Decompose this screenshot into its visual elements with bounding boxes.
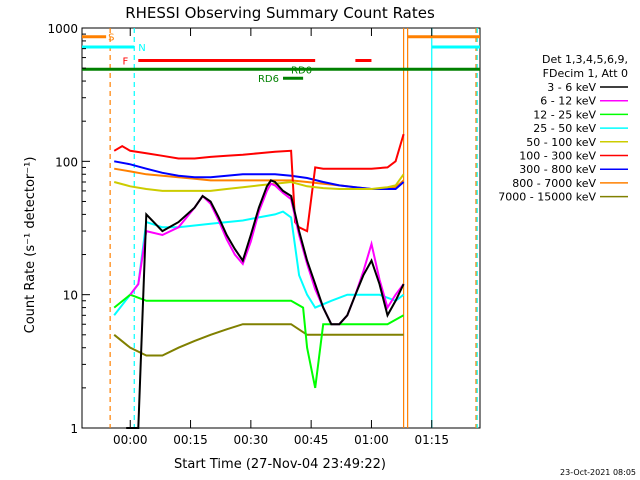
- series-line: [113, 133, 405, 233]
- flag-label: F: [122, 57, 128, 68]
- x-axis-ticks: 00:00 00:15 00:30 00:45 01:00 01:15: [113, 28, 449, 447]
- x-tick-label: 00:30: [234, 433, 269, 447]
- x-tick-label: 00:15: [173, 433, 208, 447]
- x-tick-label: 01:00: [354, 433, 389, 447]
- y-axis-ticks: 1 10 100 1000: [47, 22, 90, 436]
- legend-entry-label: 12 - 25 keV: [533, 108, 596, 121]
- chart-title: RHESSI Observing Summary Count Rates: [125, 4, 435, 22]
- flag-label: S: [108, 33, 114, 44]
- legend-entry-label: 25 - 50 keV: [533, 122, 596, 135]
- series-line: [113, 293, 405, 389]
- series-line: [113, 173, 405, 192]
- x-tick-label: 00:00: [113, 433, 148, 447]
- legend-header-line: Det 1,3,4,5,6,9,: [542, 53, 628, 66]
- legend-entry-label: 100 - 300 keV: [519, 150, 596, 163]
- flag-label: RD6: [258, 74, 279, 85]
- series-line: [126, 179, 405, 429]
- legend-entry-label: 50 - 100 keV: [526, 136, 596, 149]
- legend-entry-label: 300 - 800 keV: [519, 163, 596, 176]
- y-tick-label: 100: [55, 155, 78, 169]
- legend-entry-label: 3 - 6 keV: [547, 81, 596, 94]
- legend-entry-label: 800 - 7000 keV: [512, 177, 596, 190]
- plot-area: S NF RD0 RD6: [81, 27, 481, 429]
- x-tick-label: 00:45: [294, 433, 329, 447]
- x-axis-label: Start Time (27-Nov-04 23:49:22): [174, 457, 386, 472]
- y-tick-label: 1000: [47, 22, 78, 36]
- series-line: [113, 323, 404, 357]
- x-tick-label: 01:15: [414, 433, 449, 447]
- legend-entry-label: 7000 - 15000 keV: [498, 191, 596, 204]
- series-line: [129, 182, 405, 326]
- legend-header-line: FDecim 1, Att 0: [543, 67, 628, 80]
- footer-timestamp: 23-Oct-2021 08:05: [560, 468, 636, 477]
- plot-frame: [81, 27, 481, 429]
- flag-label: RD0: [291, 65, 312, 76]
- flag-label: N: [138, 43, 145, 54]
- legend-entry-label: 6 - 12 keV: [540, 95, 596, 108]
- y-tick-label: 1: [70, 422, 78, 436]
- legend: Det 1,3,4,5,6,9,FDecim 1, Att 03 - 6 keV…: [498, 53, 628, 204]
- y-tick-label: 10: [63, 289, 78, 303]
- y-axis-label: Count Rate (s⁻¹ detector⁻¹): [23, 157, 38, 334]
